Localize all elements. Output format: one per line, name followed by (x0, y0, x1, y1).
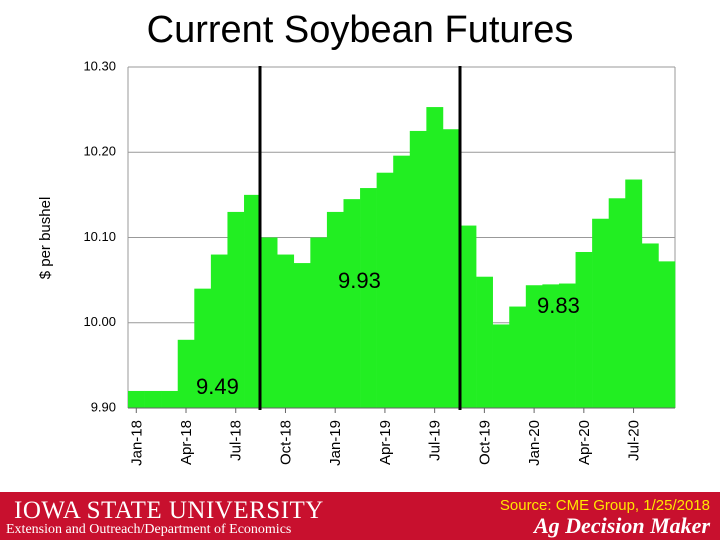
bar (161, 390, 179, 408)
annotation: 9.93 (338, 268, 381, 293)
department: Extension and Outreach/Department of Eco… (6, 522, 291, 537)
bar (542, 284, 560, 408)
x-tick-label: Jul-20 (626, 420, 643, 461)
x-tick-label: Oct-18 (277, 420, 294, 465)
x-tick-label: Oct-19 (476, 420, 493, 465)
bar (625, 179, 643, 408)
annotation: 9.49 (196, 374, 239, 399)
bar (658, 261, 676, 408)
y-tick-label: 10.10 (83, 229, 116, 244)
bar (326, 211, 344, 408)
bar (558, 283, 576, 408)
bar (509, 306, 527, 408)
bar (608, 198, 626, 408)
x-tick-label: Apr-18 (178, 420, 195, 465)
x-tick-label: Jul-19 (427, 420, 444, 461)
bar (442, 129, 460, 409)
bar (260, 237, 278, 408)
x-tick-label: Jan-18 (128, 420, 145, 466)
university: Iowa State University (14, 497, 324, 524)
x-tick-label: Apr-19 (377, 420, 394, 465)
bar (310, 237, 328, 408)
bar (476, 276, 493, 408)
bar (575, 251, 593, 408)
bar (409, 130, 427, 408)
plot: 9.90 10.00 10.10 10.20 10.30 Jan-18 Apr-18 Jul-… (83, 58, 676, 466)
bar (244, 194, 261, 408)
bar (376, 172, 394, 408)
bar (592, 218, 609, 408)
bar (343, 199, 361, 408)
bar (525, 285, 543, 408)
x-tick-label: Jan-19 (327, 420, 344, 466)
bar (144, 390, 162, 408)
bar (194, 288, 212, 408)
annotation: 9.83 (537, 293, 580, 318)
bar (177, 339, 195, 408)
brand: Ag Decision Maker (532, 513, 710, 538)
bar (641, 243, 659, 408)
y-axis-label: $ per bushel (37, 197, 54, 280)
bar (459, 225, 477, 408)
bar (128, 390, 145, 408)
y-tick-label: 10.30 (83, 58, 116, 73)
bar (492, 324, 510, 408)
x-tick-label: Jul-18 (228, 420, 245, 461)
y-tick-label: 9.90 (91, 399, 116, 414)
footer-band (0, 492, 720, 540)
bar (426, 107, 444, 408)
bar (227, 211, 245, 408)
y-tick-label: 10.20 (83, 144, 116, 159)
x-tick-label: Apr-20 (576, 420, 593, 465)
bar (293, 263, 311, 408)
source: Source: CME Group, 1/25/2018 (500, 497, 710, 514)
bar (393, 155, 411, 408)
y-tick-label: 10.00 (83, 314, 116, 329)
bar (277, 254, 295, 408)
chart-title: Current Soybean Futures (147, 9, 574, 51)
bar (210, 254, 228, 408)
bar (360, 188, 377, 408)
x-tick-label: Jan-20 (526, 420, 543, 466)
